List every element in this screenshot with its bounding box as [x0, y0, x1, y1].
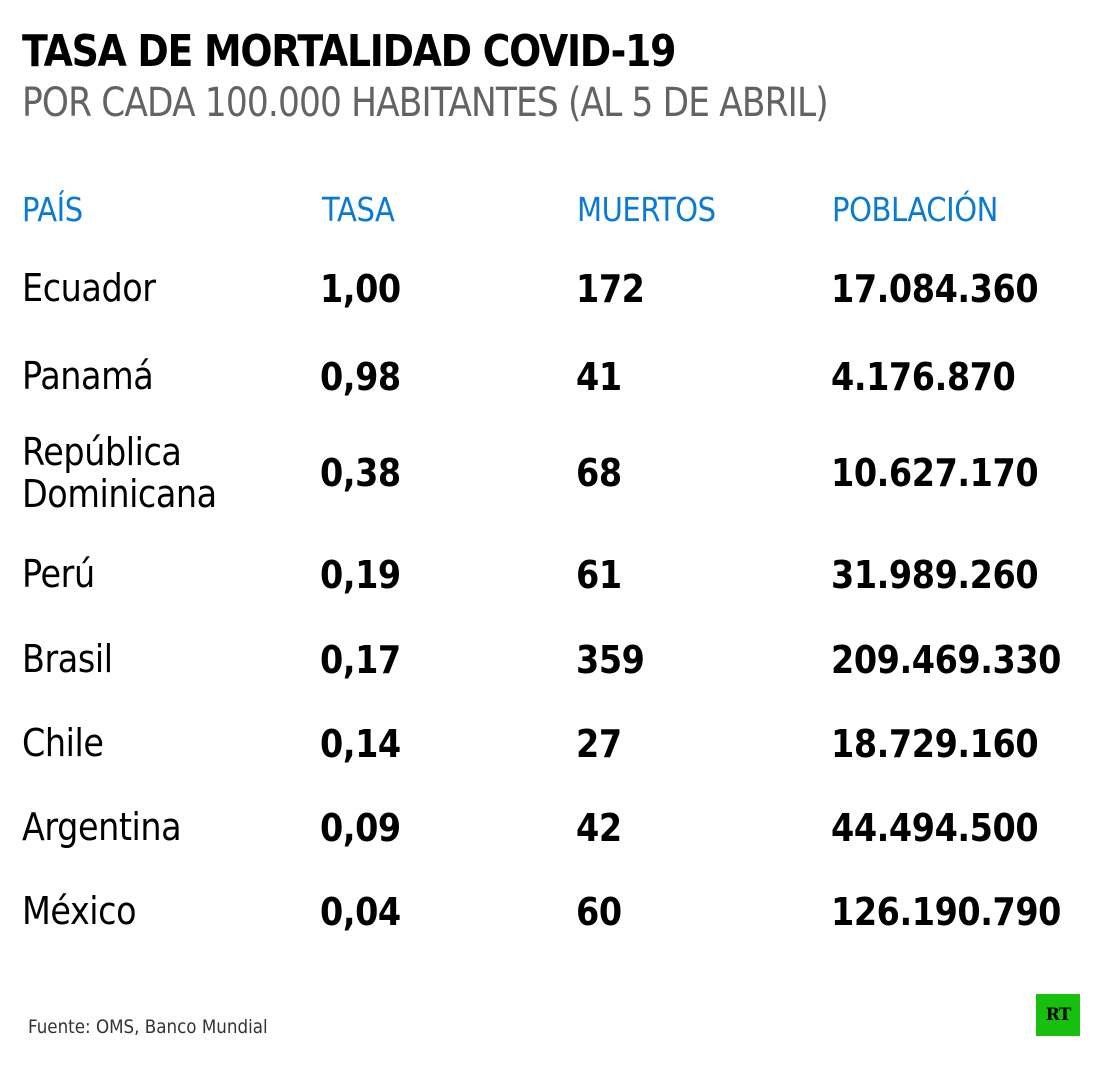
table-cell-tasa: 0,09	[320, 806, 401, 850]
rt-logo: RT	[1036, 994, 1080, 1036]
table-cell-poblacion: 10.627.170	[831, 451, 1039, 495]
rt-logo-text: RT	[1045, 1005, 1072, 1025]
source-note: Fuente: OMS, Banco Mundial	[28, 1016, 268, 1038]
table-cell-pais: Brasil	[22, 637, 113, 681]
table-cell-pais: Perú	[22, 552, 95, 596]
table-cell-pais: Ecuador	[22, 266, 156, 310]
page-subtitle: POR CADA 100.000 HABITANTES (AL 5 DE ABR…	[22, 80, 829, 126]
table-cell-muertos: 42	[576, 806, 622, 850]
table-cell-poblacion: 209.469.330	[831, 638, 1061, 682]
table-cell-tasa: 0,14	[320, 722, 401, 766]
table-cell-muertos: 359	[576, 638, 645, 682]
table-cell-tasa: 1,00	[320, 267, 401, 311]
table-cell-muertos: 61	[576, 553, 622, 597]
table-cell-poblacion: 18.729.160	[831, 722, 1039, 766]
table-cell-pais-line: República	[22, 430, 182, 474]
table-cell-muertos: 60	[576, 890, 622, 934]
table-cell-poblacion: 4.176.870	[831, 355, 1016, 399]
column-header-muertos: MUERTOS	[577, 190, 716, 229]
table-cell-poblacion: 44.494.500	[831, 806, 1039, 850]
table-cell-tasa: 0,19	[320, 553, 401, 597]
table-cell-poblacion: 17.084.360	[831, 267, 1039, 311]
column-header-poblacion: POBLACIÓN	[832, 190, 998, 229]
column-header-pais: PAÍS	[22, 190, 83, 229]
table-cell-muertos: 27	[576, 722, 622, 766]
table-cell-muertos: 41	[576, 355, 622, 399]
table-cell-pais: Panamá	[22, 354, 154, 398]
table-cell-tasa: 0,98	[320, 355, 401, 399]
table-cell-pais: México	[22, 889, 137, 933]
table-cell-pais: República Dominicana	[22, 431, 217, 515]
table-cell-poblacion: 31.989.260	[831, 553, 1039, 597]
table-cell-tasa: 0,04	[320, 890, 401, 934]
table-cell-pais-line: Dominicana	[22, 472, 217, 516]
table-cell-muertos: 68	[576, 451, 622, 495]
table-cell-muertos: 172	[576, 267, 645, 311]
table-cell-poblacion: 126.190.790	[831, 890, 1061, 934]
table-cell-tasa: 0,17	[320, 638, 401, 682]
table-cell-pais: Argentina	[22, 805, 182, 849]
column-header-tasa: TASA	[322, 190, 395, 229]
table-cell-pais: Chile	[22, 721, 104, 765]
table-cell-tasa: 0,38	[320, 451, 401, 495]
page-title: TASA DE MORTALIDAD COVID-19	[22, 26, 676, 77]
